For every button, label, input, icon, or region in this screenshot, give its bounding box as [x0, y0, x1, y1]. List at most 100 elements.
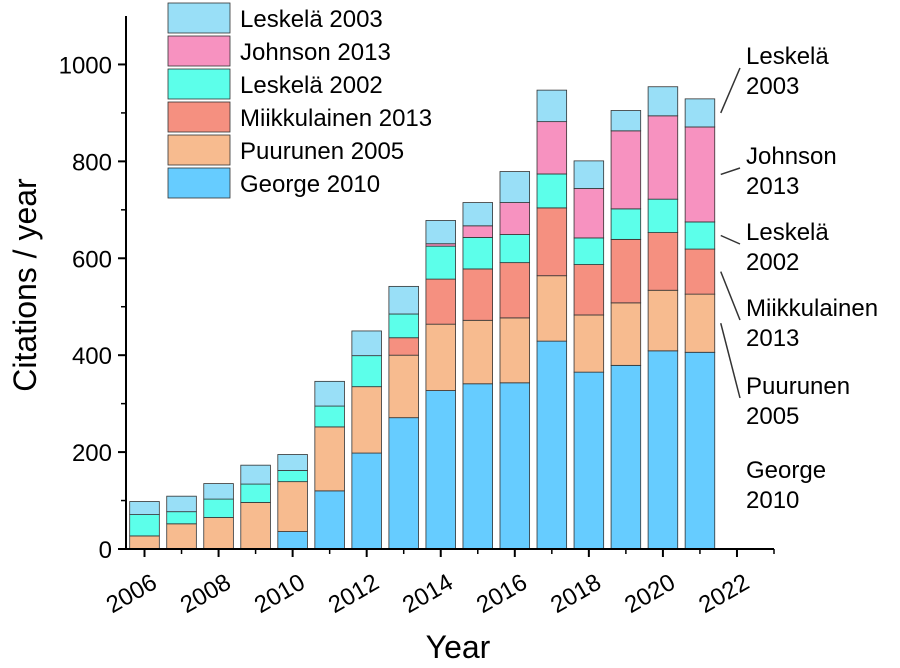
bar-miikkulainen-2013-2020 [647, 232, 679, 291]
bar-puurunen-2005-2006 [129, 535, 160, 550]
bar-puurunen-2005-2012 [351, 386, 382, 454]
bar-puurunen-2005-2010 [277, 481, 308, 532]
bar-leskel-2002-2017 [536, 173, 568, 209]
bar-leskel-2003-2006 [129, 501, 160, 515]
y-axis-label: Citations / year [7, 178, 43, 392]
bar-leskel-2003-2021 [684, 98, 716, 128]
bar-puurunen-2005-2008 [203, 517, 234, 550]
bar-leskel-2003-2018 [573, 160, 605, 189]
legend-swatch-johnson-2013 [167, 35, 231, 67]
bar-miikkulainen-2013-2015 [462, 268, 493, 321]
legend-label-johnson-2013: Johnson 2013 [240, 39, 391, 66]
legend-label-miikkulainen-2013: Miikkulainen 2013 [240, 105, 432, 132]
bar-george-2010-2017 [536, 340, 568, 550]
bar-puurunen-2005-2020 [647, 289, 679, 352]
bar-leskel-2003-2012 [351, 330, 382, 357]
bar-miikkulainen-2013-2017 [536, 207, 568, 277]
x-tick-label: 2008 [176, 569, 236, 619]
bar-george-2010-2013 [388, 417, 419, 550]
bar-leskel-2003-2017 [536, 89, 568, 123]
bar-leskel-2003-2008 [203, 483, 234, 500]
legend-swatch-puurunen-2005 [167, 134, 231, 166]
bar-johnson-2013-2016 [499, 202, 531, 235]
bar-leskel-2003-2011 [314, 380, 345, 407]
bar-leskel-2003-2020 [647, 86, 679, 117]
bar-leskel-2003-2009 [240, 464, 271, 485]
legend-label-puurunen-2005: Puurunen 2005 [240, 138, 404, 165]
bar-leskel-2002-2013 [388, 313, 419, 339]
bar-leskel-2002-2019 [610, 208, 642, 240]
bar-george-2010-2011 [314, 490, 345, 550]
x-tick-label: 2020 [620, 569, 680, 619]
bar-leskel-2002-2011 [314, 405, 345, 428]
bar-puurunen-2005-2013 [388, 354, 419, 419]
bar-puurunen-2005-2011 [314, 426, 345, 492]
bar-george-2010-2012 [351, 452, 382, 550]
bar-puurunen-2005-2015 [462, 319, 493, 385]
bar-johnson-2013-2018 [573, 188, 605, 239]
bar-leskel-2003-2016 [499, 171, 531, 203]
legend-label-leskel-2002: Leskelä 2002 [240, 72, 383, 99]
bar-leskel-2002-2012 [351, 355, 382, 388]
annotation-leskel-2002-name: Leskelä [746, 219, 829, 246]
bar-george-2010-2021 [684, 351, 716, 550]
x-tick-label: 2010 [250, 569, 310, 619]
legend-label-george-2010: George 2010 [240, 171, 380, 198]
legend: Leskelä 2003 Johnson 2013 Leskelä 2002 Miik… [167, 2, 432, 199]
x-tick-label: 2012 [324, 569, 384, 619]
annotation-johnson-2013-year: 2013 [746, 173, 799, 200]
bar-puurunen-2005-2009 [240, 502, 271, 550]
bar-miikkulainen-2013-2019 [610, 238, 642, 304]
legend-label-leskel-2003: Leskelä 2003 [240, 6, 383, 33]
annotation-leader-leskel-2002 [720, 234, 741, 245]
bar-george-2010-2020 [647, 350, 679, 550]
legend-swatch-george-2010 [167, 167, 231, 199]
annotations: Leskelä 2003 Johnson 2013 Leskelä 2002 Miikkul… [720, 43, 878, 514]
bar-puurunen-2005-2019 [610, 302, 642, 366]
y-tick-label: 0 [99, 537, 112, 564]
annotation-johnson-2013-name: Johnson [746, 143, 837, 170]
bar-johnson-2013-2019 [610, 130, 642, 210]
bar-miikkulainen-2013-2013 [388, 337, 419, 356]
x-tick-label: 2006 [102, 569, 162, 619]
bar-puurunen-2005-2007 [166, 523, 197, 550]
x-tick-label: 2022 [694, 569, 754, 619]
bar-puurunen-2005-2018 [573, 314, 605, 373]
bar-leskel-2002-2021 [684, 221, 716, 250]
bar-leskel-2002-2009 [240, 483, 271, 503]
bars-layer [129, 86, 716, 550]
y-tick-label: 200 [72, 440, 112, 467]
bar-leskel-2003-2015 [462, 202, 493, 227]
bar-leskel-2002-2008 [203, 498, 234, 518]
bar-miikkulainen-2013-2014 [425, 278, 456, 325]
bar-puurunen-2005-2016 [499, 317, 531, 384]
annotation-leader-leskel-2003 [720, 67, 741, 114]
bar-george-2010-2016 [499, 382, 531, 550]
x-axis-label: Year [426, 629, 491, 665]
bar-leskel-2003-2010 [277, 454, 308, 471]
y-tick-label: 800 [72, 149, 112, 176]
bar-leskel-2002-2010 [277, 470, 308, 483]
y-tick-label: 1000 [59, 52, 112, 79]
bar-leskel-2002-2016 [499, 234, 531, 264]
legend-swatch-miikkulainen-2013 [167, 101, 231, 133]
bar-leskel-2003-2007 [166, 495, 197, 513]
bar-george-2010-2015 [462, 383, 493, 550]
bar-johnson-2013-2020 [647, 115, 679, 200]
bar-george-2010-2018 [573, 371, 605, 550]
bar-leskel-2002-2018 [573, 237, 605, 265]
bar-leskel-2002-2006 [129, 514, 160, 537]
bar-leskel-2002-2007 [166, 511, 197, 525]
annotation-leskel-2003-year: 2003 [746, 73, 799, 100]
y-tick-label: 600 [72, 246, 112, 273]
x-tick-label: 2014 [398, 569, 458, 619]
bar-leskel-2003-2019 [610, 110, 642, 132]
bar-leskel-2002-2014 [425, 245, 456, 280]
annotation-leskel-2002-year: 2002 [746, 249, 799, 276]
bar-george-2010-2010 [277, 531, 308, 550]
annotation-george-2010-year: 2010 [746, 487, 799, 514]
bar-miikkulainen-2013-2018 [573, 264, 605, 316]
annotation-leskel-2003-name: Leskelä [746, 43, 829, 70]
bar-miikkulainen-2013-2021 [684, 248, 716, 295]
